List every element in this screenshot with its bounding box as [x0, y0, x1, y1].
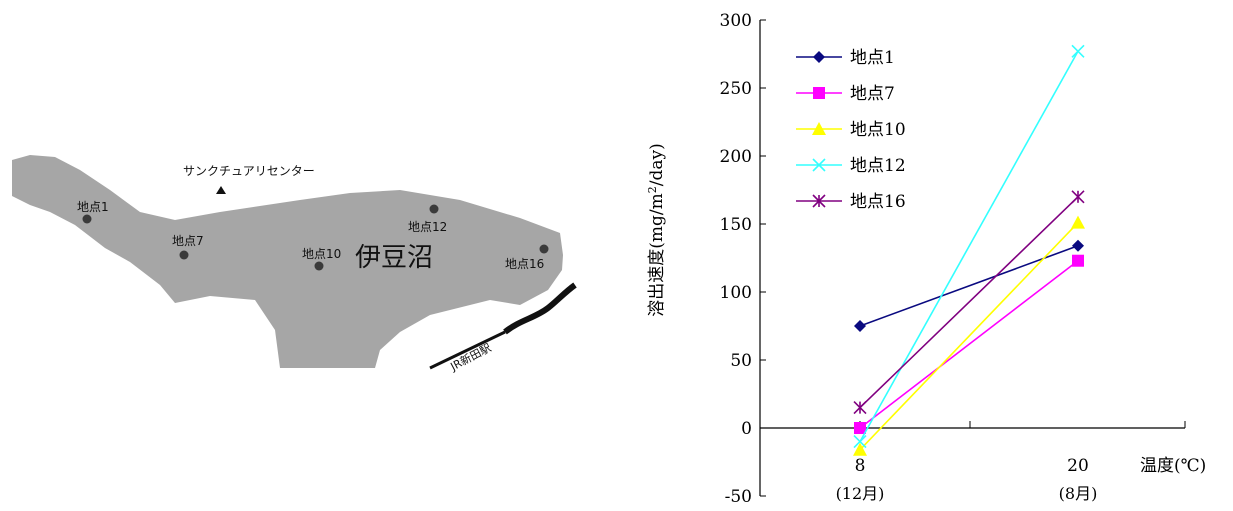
elution-rate-chart: -50 0 50 100 150 200 250 300 8 (12月) 20 (8月) 地点1 地点… — [600, 0, 1233, 507]
x-axis-label: 温度(℃) — [1140, 456, 1206, 476]
series-line — [859, 50, 1079, 442]
x-ticks: 8 (12月) 20 (8月) — [836, 421, 1186, 503]
data-point — [854, 422, 866, 434]
x-tick-label: 8 — [855, 456, 866, 476]
legend-marker — [812, 194, 826, 208]
legend-marker — [812, 122, 826, 135]
point-16-dot — [539, 244, 549, 254]
marker-stroke — [1071, 44, 1085, 58]
marker-stroke — [853, 435, 867, 449]
series-5 — [853, 190, 1085, 415]
y-tick-label: 100 — [720, 283, 752, 303]
chart-axes: -50 0 50 100 150 200 250 300 8 (12月) 20 (8月) — [720, 11, 1186, 507]
series-2 — [854, 254, 1084, 434]
railway-line — [503, 282, 577, 335]
data-point — [1072, 239, 1084, 252]
x-tick-sublabel: (12月) — [836, 484, 885, 503]
legend-label: 地点7 — [850, 84, 895, 104]
point-16-label: 地点16 — [505, 257, 544, 271]
legend-item: 地点7 — [796, 84, 895, 104]
marker-stroke — [812, 158, 826, 172]
point-12-dot — [429, 204, 439, 214]
sanctuary-center-label: サンクチュアリセンター — [183, 164, 315, 178]
data-point — [853, 442, 867, 456]
series-line — [859, 196, 1079, 409]
series-line — [859, 222, 1079, 451]
point-7-dot — [179, 250, 189, 260]
data-point — [1071, 44, 1085, 58]
y-tick-label: 150 — [720, 215, 752, 235]
lake-shape — [12, 155, 563, 368]
legend-item: 地点10 — [796, 120, 906, 140]
legend-item: 地点1 — [796, 48, 895, 68]
x-tick-sublabel: (8月) — [1059, 484, 1098, 503]
legend-item: 地点16 — [796, 192, 906, 212]
point-10-label: 地点10 — [302, 247, 341, 261]
legend-label: 地点1 — [850, 48, 895, 68]
data-point — [853, 435, 867, 449]
lake-name: 伊豆沼 — [355, 243, 433, 273]
y-tick-label: 200 — [720, 147, 752, 167]
legend-label: 地点16 — [850, 192, 906, 212]
legend-marker — [813, 51, 825, 63]
y-tick-label: 50 — [730, 351, 752, 371]
data-point — [854, 320, 866, 332]
legend: 地点1 地点7 地点10 地点12 地点16 — [796, 48, 906, 212]
series-3 — [853, 215, 1085, 456]
y-tick-label: 300 — [720, 11, 752, 31]
series-1 — [854, 239, 1084, 332]
point-12-label: 地点12 — [408, 220, 447, 234]
data-point — [1071, 190, 1085, 204]
x-tick-label: 20 — [1067, 456, 1089, 476]
series-line — [859, 260, 1079, 429]
railway-line-ext — [429, 330, 506, 370]
legend-marker — [813, 87, 825, 99]
lake-map: サンクチュアリセンター JR新田駅 地点1 地点7 地点10 地点12 地点16… — [0, 0, 600, 507]
data-point — [1071, 215, 1085, 229]
series-4 — [853, 44, 1085, 449]
data-point — [1072, 254, 1084, 267]
y-tick-label: 250 — [720, 79, 752, 99]
legend-item: 地点12 — [796, 156, 906, 176]
legend-marker — [812, 158, 826, 172]
point-1-label: 地点1 — [77, 200, 109, 214]
y-tick-label: 0 — [741, 419, 752, 439]
lake-map-svg: サンクチュアリセンター JR新田駅 地点1 地点7 地点10 地点12 地点16… — [12, 155, 577, 374]
series-line — [859, 245, 1079, 327]
point-1-dot — [82, 214, 92, 224]
sanctuary-center-icon — [216, 186, 226, 194]
legend-label: 地点10 — [850, 120, 906, 140]
y-axis-label: 溶出速度(mg/m2/day) — [646, 143, 667, 316]
legend-label: 地点12 — [850, 156, 906, 176]
series-layer — [853, 44, 1085, 456]
point-10-dot — [314, 261, 324, 271]
y-ticks: -50 0 50 100 150 200 250 300 — [720, 11, 766, 507]
point-7-label: 地点7 — [172, 234, 204, 248]
data-point — [853, 401, 867, 415]
y-tick-label: -50 — [725, 487, 752, 507]
